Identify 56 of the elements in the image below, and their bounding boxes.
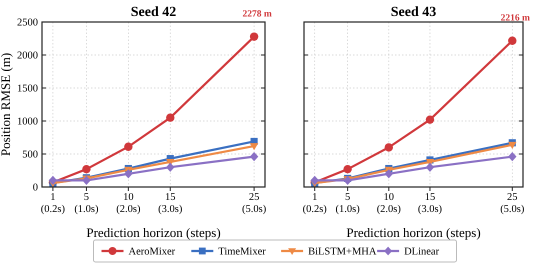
x-tick-label: 10 bbox=[384, 192, 394, 203]
y-axis-title: Position RMSE (m) bbox=[0, 52, 13, 156]
annotation: 2278 m bbox=[242, 10, 272, 20]
point bbox=[166, 114, 174, 122]
x-tick-label: 5 bbox=[84, 192, 90, 203]
point bbox=[250, 143, 258, 150]
point bbox=[426, 162, 434, 172]
point bbox=[166, 162, 174, 172]
y-tick-label: 1500 bbox=[17, 84, 38, 95]
point bbox=[82, 164, 91, 174]
x-tick-label: 1 bbox=[50, 192, 56, 203]
y-tick-label: 2000 bbox=[17, 50, 38, 62]
x-tick-label: 5 bbox=[345, 192, 350, 203]
chart-title: Seed 42 bbox=[130, 5, 176, 20]
legend-label: TimeMixer bbox=[218, 246, 266, 258]
legend-label: BiLSTM+MHA bbox=[308, 246, 377, 258]
chart-title: Seed 43 bbox=[390, 5, 436, 20]
legend-label: AeroMixer bbox=[128, 246, 176, 258]
point bbox=[250, 32, 258, 41]
text: (3.0s) bbox=[158, 204, 183, 215]
text: (5.0s) bbox=[242, 204, 267, 215]
text: (2.0s) bbox=[376, 204, 402, 215]
point bbox=[310, 176, 319, 186]
text: (0.2s) bbox=[302, 204, 328, 215]
x-tick-label: 25 bbox=[248, 192, 260, 203]
point bbox=[124, 169, 133, 178]
text: (5.0s) bbox=[500, 204, 525, 215]
y-tick-label: 500 bbox=[22, 150, 38, 161]
x-tick-label: 15 bbox=[424, 192, 436, 203]
point bbox=[384, 143, 393, 152]
y-tick-label: 2500 bbox=[17, 18, 38, 29]
legend-label: DLinear bbox=[404, 246, 440, 258]
text: (3.0s) bbox=[418, 204, 443, 215]
x-tick-label: 10 bbox=[123, 192, 134, 203]
point bbox=[48, 176, 58, 186]
point bbox=[508, 142, 516, 149]
point bbox=[124, 142, 133, 151]
x-axis-title: Prediction horizon (steps) bbox=[346, 225, 481, 240]
text: (1.0s) bbox=[336, 204, 360, 215]
point bbox=[508, 152, 516, 162]
text: (2.0s) bbox=[116, 204, 141, 215]
point bbox=[82, 176, 91, 186]
point bbox=[508, 36, 516, 45]
text: (0.2s) bbox=[40, 204, 66, 215]
x-tick-label: 1 bbox=[312, 192, 318, 203]
point bbox=[384, 169, 393, 178]
x-axis-title: Prediction horizon (steps) bbox=[86, 225, 221, 240]
y-tick-label: 0 bbox=[32, 182, 38, 194]
text: (1.0s) bbox=[74, 204, 100, 215]
x-tick-label: 15 bbox=[165, 192, 176, 203]
y-tick-label: 1000 bbox=[17, 116, 38, 128]
point bbox=[343, 164, 352, 174]
x-tick-label: 25 bbox=[507, 192, 518, 203]
point bbox=[250, 152, 258, 162]
annotation: 2216 m bbox=[500, 14, 530, 24]
point bbox=[426, 115, 434, 124]
